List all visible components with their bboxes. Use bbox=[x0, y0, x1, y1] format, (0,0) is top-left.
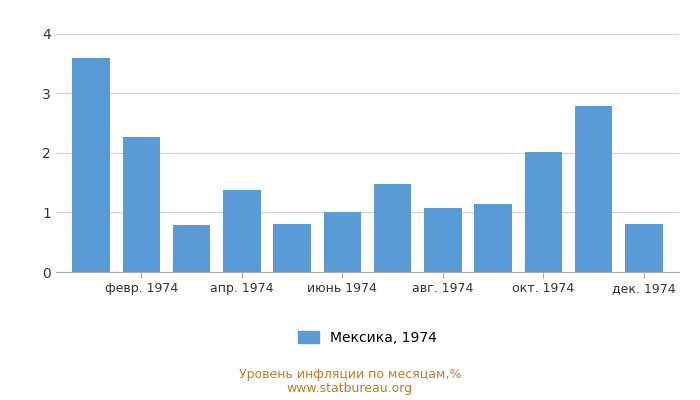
Bar bbox=[575, 106, 612, 272]
Bar bbox=[374, 184, 412, 272]
Bar bbox=[524, 152, 562, 272]
Bar bbox=[424, 208, 462, 272]
Bar bbox=[475, 204, 512, 272]
Text: www.statbureau.org: www.statbureau.org bbox=[287, 382, 413, 395]
Bar bbox=[122, 137, 160, 272]
Legend: Мексика, 1974: Мексика, 1974 bbox=[293, 325, 442, 350]
Bar bbox=[625, 224, 663, 272]
Bar bbox=[323, 212, 361, 272]
Bar bbox=[173, 225, 211, 272]
Bar bbox=[72, 58, 110, 272]
Bar bbox=[223, 190, 260, 272]
Bar bbox=[273, 224, 311, 272]
Text: Уровень инфляции по месяцам,%: Уровень инфляции по месяцам,% bbox=[239, 368, 461, 381]
